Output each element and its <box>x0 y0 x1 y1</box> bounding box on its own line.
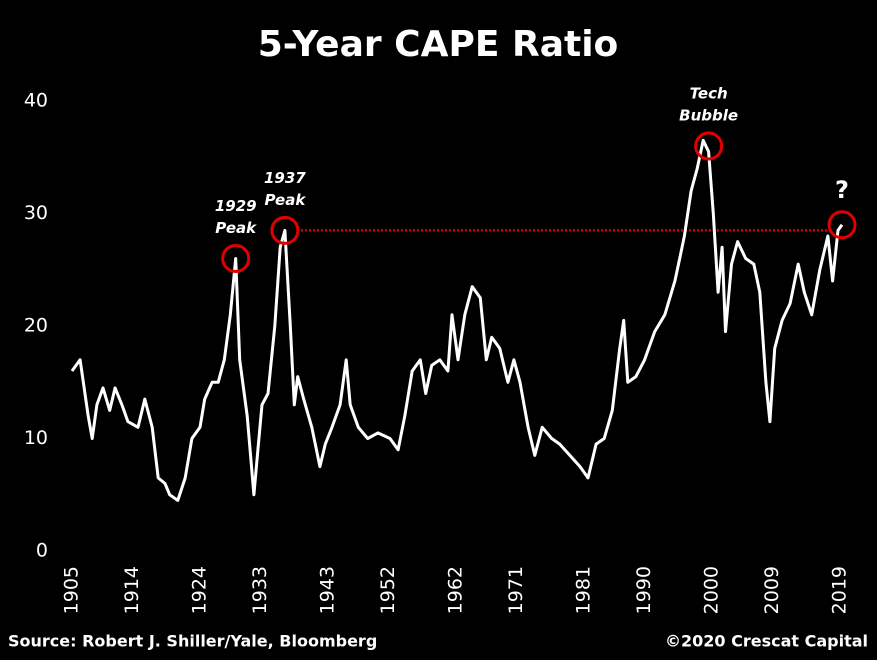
x-tick-label: 2019 <box>829 566 851 614</box>
annotation: 1937 <box>264 169 306 187</box>
source: Source: Robert J. Shiller/Yale, Bloomber… <box>8 632 377 651</box>
x-tick-label: 1914 <box>121 566 143 614</box>
x-tick-label: 2009 <box>761 566 783 614</box>
annotation: Tech <box>690 85 728 103</box>
chart-title: 5-Year CAPE Ratio <box>258 24 619 65</box>
x-tick-label: 1943 <box>317 566 339 614</box>
x-tick-label: 1981 <box>573 566 595 614</box>
y-tick-label: 30 <box>24 202 48 224</box>
y-tick-label: 40 <box>24 90 48 112</box>
annotation: Peak <box>215 219 257 237</box>
peak-marker <box>221 244 251 273</box>
x-tick-label: 1933 <box>249 566 271 614</box>
annotation: ? <box>835 176 849 204</box>
cape-line <box>70 138 844 502</box>
peak-marker <box>827 210 857 240</box>
y-tick-label: 20 <box>24 315 48 337</box>
annotation: 1929 <box>215 197 257 215</box>
x-tick-label: 1905 <box>61 566 83 614</box>
x-tick-label: 1962 <box>445 566 467 614</box>
annotation: Peak <box>264 191 306 209</box>
x-tick-label: 1924 <box>189 566 211 614</box>
annotation: Bubble <box>679 107 738 125</box>
x-tick-label: 2000 <box>701 566 723 614</box>
y-tick-label: 10 <box>24 427 48 449</box>
x-tick-label: 1990 <box>633 566 655 614</box>
y-tick-label: 0 <box>36 540 48 562</box>
peak-marker <box>270 215 300 245</box>
x-tick-label: 1971 <box>505 566 527 614</box>
peak-marker <box>694 131 724 161</box>
copyright: ©2020 Crescat Capital <box>665 632 868 651</box>
x-tick-label: 1952 <box>377 566 399 614</box>
